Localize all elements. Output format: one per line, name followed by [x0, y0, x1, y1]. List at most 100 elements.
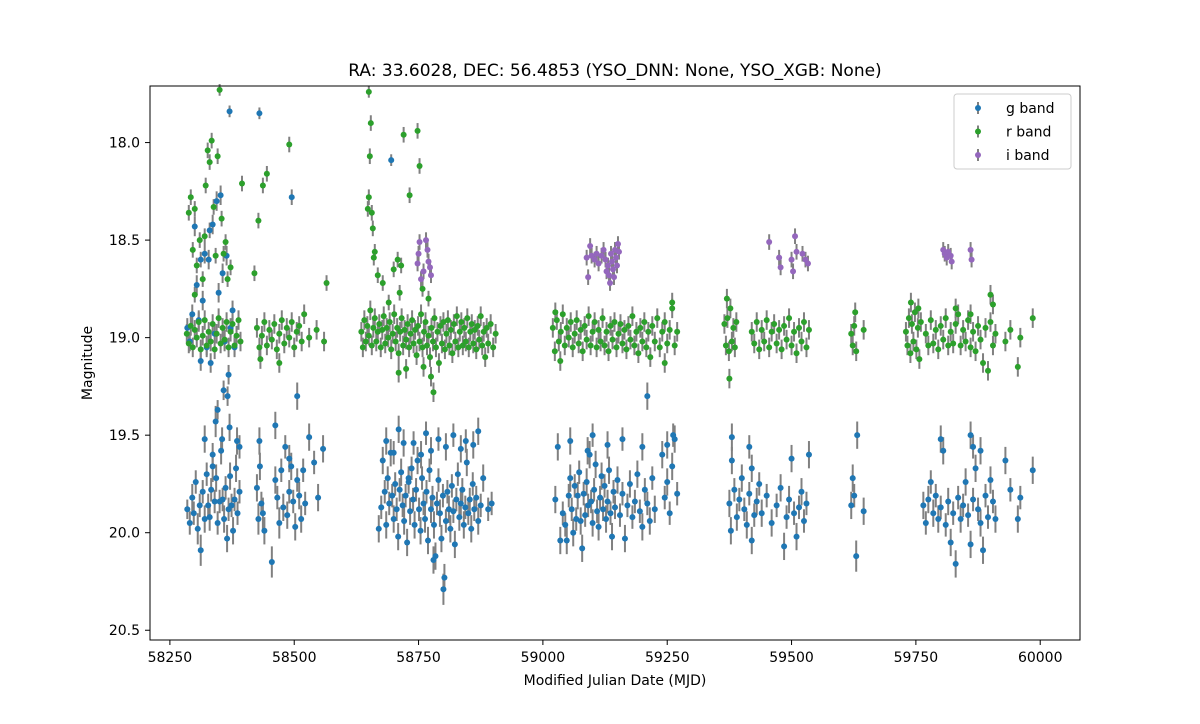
data-point: [416, 338, 423, 345]
data-point: [1002, 457, 1009, 464]
data-point: [376, 320, 383, 327]
data-point: [940, 336, 947, 343]
data-point: [393, 506, 400, 513]
data-point: [185, 340, 192, 347]
data-point: [403, 336, 410, 343]
data-point: [462, 438, 469, 445]
x-tick-label: 58250: [148, 650, 193, 666]
data-point: [430, 557, 437, 564]
data-point: [213, 330, 220, 337]
data-point: [598, 473, 605, 480]
data-point: [441, 574, 448, 581]
data-point: [227, 328, 234, 335]
data-point: [418, 451, 425, 458]
data-point: [233, 332, 240, 339]
data-point: [410, 439, 417, 446]
data-point: [577, 326, 584, 333]
data-point: [288, 194, 295, 201]
data-point: [733, 514, 740, 521]
data-point: [228, 502, 235, 509]
data-point: [799, 250, 806, 257]
data-point: [725, 348, 732, 355]
data-point: [920, 502, 927, 509]
data-point: [414, 260, 421, 267]
data-point: [419, 475, 426, 482]
data-point: [382, 340, 389, 347]
data-point: [315, 494, 322, 501]
data-point: [585, 313, 592, 320]
data-point: [406, 344, 413, 351]
data-point: [592, 461, 599, 468]
data-point: [400, 342, 407, 349]
data-point: [219, 270, 226, 277]
data-point: [425, 295, 432, 302]
data-point: [201, 436, 208, 443]
data-point: [386, 319, 393, 326]
data-point: [977, 447, 984, 454]
data-point: [365, 88, 372, 95]
data-point: [798, 338, 805, 345]
data-point: [987, 291, 994, 298]
data-point: [925, 496, 932, 503]
data-point: [942, 521, 949, 528]
data-point: [615, 248, 622, 255]
data-point: [368, 342, 375, 349]
data-point: [727, 527, 734, 534]
data-point: [635, 350, 642, 357]
data-point: [386, 500, 393, 507]
y-axis: 18.0 18.5 19.0 19.5 20.0 20.5: [109, 136, 150, 639]
data-point: [644, 500, 651, 507]
data-point: [573, 516, 580, 523]
data-point: [746, 490, 753, 497]
data-point: [594, 508, 601, 515]
x-tick-label: 59250: [645, 650, 690, 666]
data-point: [476, 336, 483, 343]
data-point: [423, 488, 430, 495]
data-point: [402, 492, 409, 499]
data-point: [970, 328, 977, 335]
data-point: [456, 514, 463, 521]
data-point: [377, 344, 384, 351]
data-point: [186, 519, 193, 526]
data-point: [776, 326, 783, 333]
data-point: [197, 346, 204, 353]
legend-marker: [975, 105, 981, 111]
data-point: [947, 252, 954, 259]
data-point: [646, 518, 653, 525]
data-point: [391, 311, 398, 318]
data-point: [982, 324, 989, 331]
data-point: [643, 344, 650, 351]
data-point: [470, 441, 477, 448]
data-point: [758, 326, 765, 333]
data-point: [793, 248, 800, 255]
data-point: [206, 514, 213, 521]
data-point: [385, 334, 392, 341]
data-point: [960, 326, 967, 333]
data-point: [261, 527, 268, 534]
data-point: [674, 328, 681, 335]
data-point: [195, 319, 202, 326]
data-point: [418, 311, 425, 318]
data-point: [418, 276, 425, 283]
data-point: [610, 266, 617, 273]
data-point: [221, 336, 228, 343]
data-point: [475, 428, 482, 435]
data-point: [468, 320, 475, 327]
data-point: [736, 496, 743, 503]
data-point: [984, 367, 991, 374]
data-point: [907, 350, 914, 357]
data-point: [589, 328, 596, 335]
data-point: [213, 475, 220, 482]
data-point: [226, 424, 233, 431]
data-point: [922, 330, 929, 337]
data-point: [189, 494, 196, 501]
data-point: [588, 498, 595, 505]
data-point: [561, 342, 568, 349]
data-point: [664, 478, 671, 485]
data-point: [932, 326, 939, 333]
data-point: [950, 340, 957, 347]
data-point: [201, 250, 208, 257]
data-point: [374, 328, 381, 335]
x-tick-label: 59750: [894, 650, 939, 666]
